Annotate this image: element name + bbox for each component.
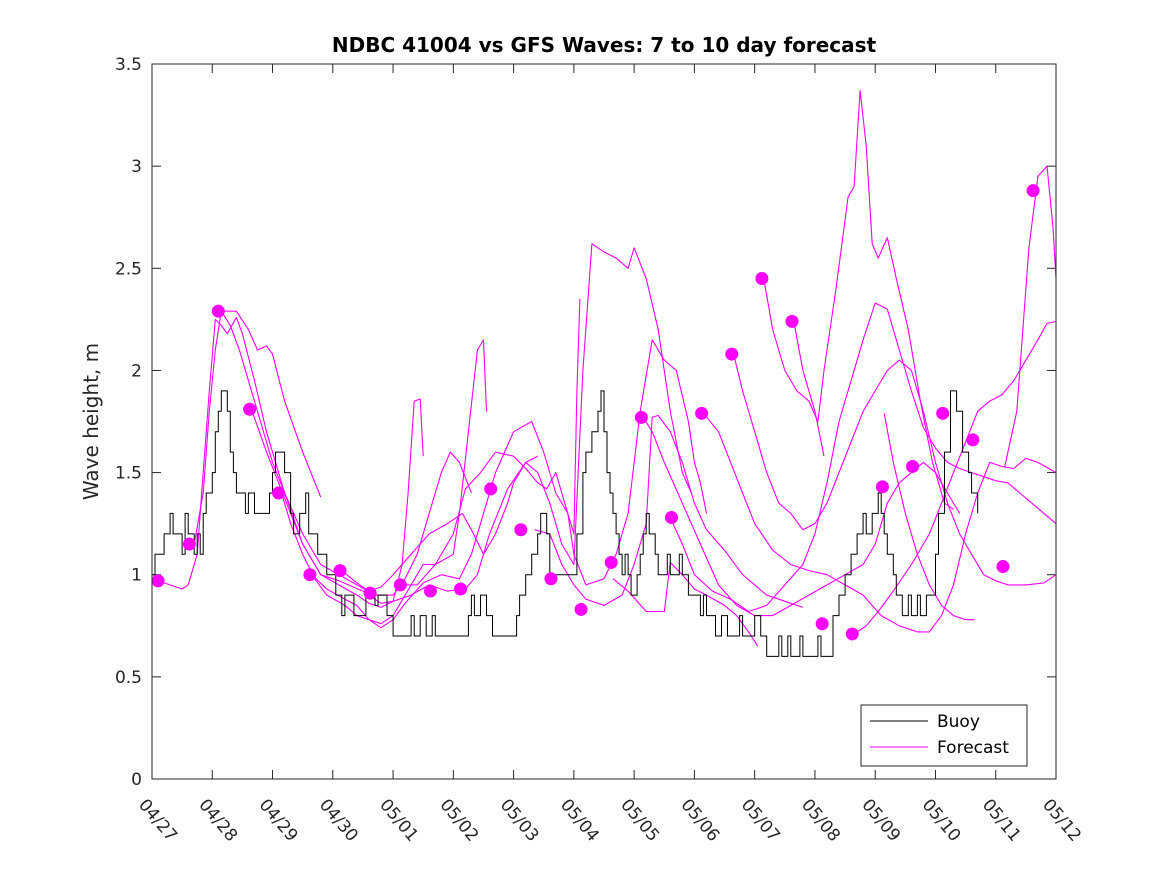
x-tick-label: 04/28: [194, 795, 241, 845]
forecast-start-marker: [996, 560, 1010, 574]
forecast-start-marker: [454, 582, 468, 596]
forecast-line: [311, 298, 581, 629]
y-tick-label: 3: [131, 157, 142, 177]
x-tick-label: 05/03: [496, 795, 543, 845]
y-tick-label: 2: [131, 361, 142, 381]
x-tick-label: 05/08: [797, 795, 844, 845]
forecast-start-marker: [936, 406, 950, 420]
legend-buoy-label: Buoy: [937, 712, 980, 732]
y-tick-label: 0.5: [115, 668, 142, 688]
legend: Buoy Forecast: [860, 704, 1028, 767]
x-tick-label: 05/02: [436, 795, 483, 845]
buoy-line: [152, 390, 979, 657]
x-tick-label: 05/11: [978, 795, 1025, 845]
y-tick-label: 0: [131, 770, 142, 790]
forecast-start-marker: [906, 459, 920, 473]
forecast-start-marker: [695, 406, 709, 420]
legend-forecast-label: Forecast: [937, 738, 1009, 758]
forecast-start-marker: [664, 511, 678, 525]
forecast-start-marker: [755, 272, 769, 285]
forecast-start-marker: [423, 584, 437, 598]
forecast-start-marker: [303, 568, 317, 582]
x-tick-label: 05/01: [375, 795, 422, 845]
x-tick-label: 05/06: [677, 795, 724, 845]
forecast-line: [733, 353, 1057, 586]
forecast-line: [341, 243, 692, 592]
forecast-start-marker: [211, 304, 225, 318]
forecast-start-marker: [484, 482, 498, 496]
forecast-start-marker: [182, 537, 196, 551]
forecast-line: [1004, 165, 1057, 467]
forecast-start-marker: [544, 572, 558, 586]
forecast-line: [534, 414, 804, 608]
forecast-line: [853, 320, 1057, 635]
x-tick-label: 04/29: [255, 795, 302, 845]
forecast-start-marker: [272, 486, 286, 500]
y-axis-label: Wave height, m: [79, 343, 103, 500]
forecast-start-marker: [785, 314, 799, 328]
x-tick-label: 05/12: [1038, 795, 1085, 845]
forecast-start-marker: [243, 402, 257, 416]
x-tick-label: 05/04: [556, 795, 603, 845]
x-tick-label: 05/07: [737, 795, 784, 845]
forecast-line: [402, 339, 708, 586]
forecast-line: [193, 310, 472, 596]
forecast-line: [250, 398, 424, 608]
forecast-start-marker: [393, 578, 407, 592]
forecast-start-marker: [574, 602, 588, 616]
x-tick-label: 05/10: [918, 795, 965, 845]
forecast-start-marker: [604, 555, 618, 569]
forecast-start-marker: [815, 617, 829, 631]
forecast-start-marker: [875, 480, 889, 494]
forecast-line: [763, 90, 954, 510]
y-axis-ticks: 0 0.5 1 1.5 2 2.5 3 3.5: [115, 55, 1056, 790]
forecast-start-marker: [151, 574, 165, 588]
forecast-start-marker: [514, 523, 528, 537]
x-tick-label: 05/05: [616, 795, 663, 845]
forecast-start-marker: [363, 586, 377, 600]
x-tick-label: 04/27: [134, 795, 181, 845]
forecast-line: [669, 302, 1057, 613]
legend-box: [860, 704, 1028, 767]
chart-title: NDBC 41004 vs GFS Waves: 7 to 10 day for…: [332, 33, 877, 57]
forecast-start-marker: [333, 564, 347, 578]
forecast-start-marker: [845, 627, 859, 641]
x-tick-label: 05/09: [857, 795, 904, 845]
x-tick-label: 04/30: [315, 795, 362, 845]
forecast-start-marker: [634, 410, 648, 424]
y-tick-label: 3.5: [115, 55, 142, 75]
forecast-line: [702, 412, 1057, 633]
forecast-line: [883, 413, 975, 621]
forecast-line: [793, 321, 825, 457]
series-layer: [151, 90, 1057, 657]
forecast-start-marker: [966, 433, 980, 447]
y-tick-label: 1: [131, 566, 142, 586]
y-tick-label: 1.5: [115, 464, 142, 484]
forecast-start-marker: [725, 347, 739, 361]
y-tick-label: 2.5: [115, 259, 142, 279]
forecast-start-marker: [1026, 184, 1040, 198]
forecast-line: [221, 310, 322, 498]
plot-frame: [151, 63, 1057, 780]
